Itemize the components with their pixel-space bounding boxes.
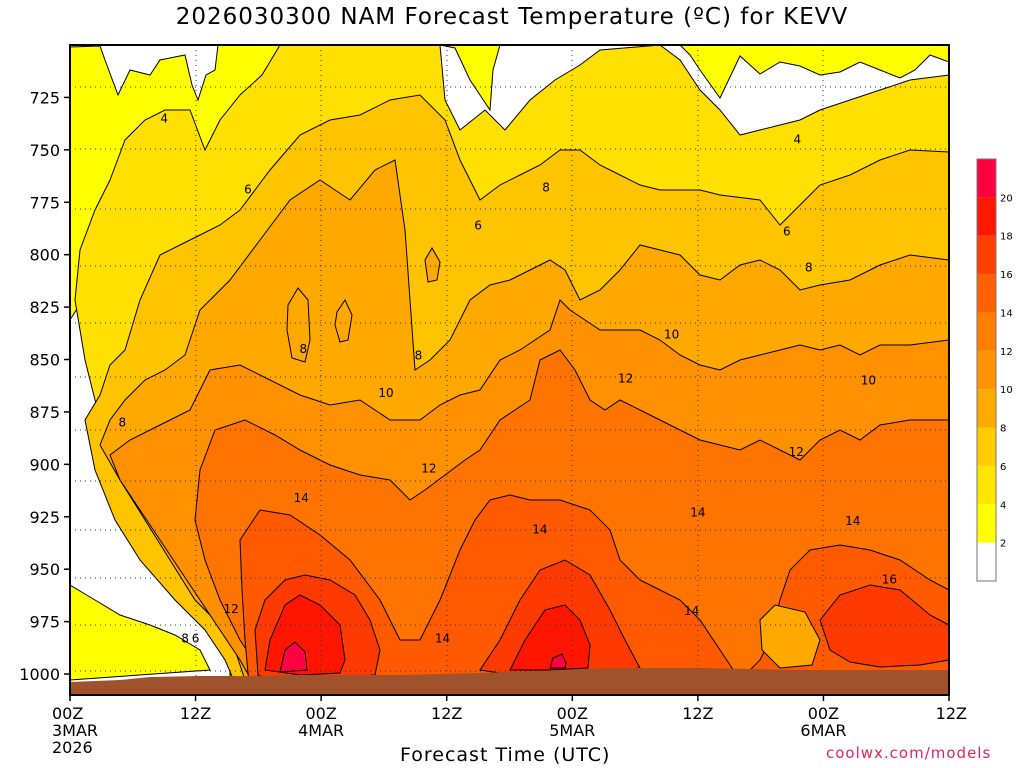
y-tick-label: 825: [29, 298, 60, 317]
y-axis: 725 750 775 800 825 850 875 900 925 950 975 1000: [19, 88, 70, 684]
x-tick-label: 6MAR: [800, 721, 846, 740]
y-tick-label: 800: [29, 246, 60, 265]
isotherm-label: 8: [415, 348, 423, 362]
x-tick-label: 12Z: [180, 704, 211, 723]
x-tick-label: 3MAR: [52, 721, 98, 740]
colorbar-label: 10: [1000, 385, 1013, 396]
ground-surface: [70, 668, 949, 695]
colorbar-swatch: [977, 427, 996, 466]
x-tick-label: 00Z: [52, 704, 83, 723]
plot-area: [70, 45, 949, 695]
isotherm-label: 14: [435, 631, 450, 645]
isotherm-label: 12: [789, 445, 804, 459]
y-tick-label: 875: [29, 403, 60, 422]
plot-frame: [69, 44, 950, 696]
colorbar-label: 12: [1000, 347, 1013, 358]
chart-title: 2026030300 NAM Forecast Temperature (ºC)…: [175, 4, 849, 30]
y-tick-label: 775: [29, 193, 60, 212]
y-tick-label: 900: [29, 455, 60, 474]
x-tick-label: 12Z: [682, 704, 713, 723]
isotherm-label: 10: [861, 373, 876, 387]
source-credit-link[interactable]: coolwx.com/models: [826, 744, 992, 762]
colorbar-label: 20: [1000, 193, 1013, 204]
isotherm-label: 14: [845, 514, 860, 528]
isotherm-label: 10: [664, 327, 679, 341]
x-tick-label: 00Z: [305, 704, 336, 723]
isotherm-label: 12: [421, 462, 436, 476]
y-tick-label: 725: [29, 88, 60, 107]
isotherm-label: 6: [474, 218, 482, 232]
isotherm-label: 16: [882, 573, 897, 587]
contour-blob: [286, 247, 441, 363]
isotherm-label: 4: [160, 111, 168, 125]
y-tick-label: 950: [29, 560, 60, 579]
colorbar-legend: 2 4 6 8 10 12 14 16 18 20: [976, 158, 1013, 582]
grid-lines: [70, 45, 949, 695]
isotherm-label: 8: [119, 415, 127, 429]
isotherm-label: 10: [378, 386, 393, 400]
colorbar-frame: [976, 158, 997, 582]
isotherm-label: 8: [542, 181, 550, 195]
isotherm-label: 4: [793, 132, 801, 146]
y-tick-label: 925: [29, 508, 60, 527]
colorbar-label: 14: [1000, 308, 1013, 319]
isotherm-label: 12: [224, 602, 239, 616]
colorbar-swatch: [977, 197, 996, 236]
isotherm-label: 8: [181, 631, 189, 645]
y-tick-label: 975: [29, 613, 60, 632]
y-tick-label: 1000: [19, 665, 60, 684]
x-tick-label: 00Z: [557, 704, 588, 723]
colorbar-label: 16: [1000, 270, 1013, 281]
colorbar-swatch: [977, 465, 996, 505]
isotherm-label: 12: [618, 371, 633, 385]
x-axis-label: Forecast Time (UTC): [400, 744, 611, 766]
colorbar-label: 2: [1000, 539, 1006, 550]
x-tick-label: 4MAR: [298, 721, 344, 740]
colorbar-label: 8: [1000, 424, 1006, 435]
colorbar-label: 4: [1000, 500, 1006, 511]
colorbar-swatch: [977, 389, 996, 428]
colorbar-label: 18: [1000, 232, 1013, 243]
isotherm-label: 6: [783, 225, 791, 239]
x-tick-label: 00Z: [808, 704, 839, 723]
band-above-20: [279, 641, 567, 673]
isotherm-label: 14: [690, 506, 705, 520]
x-tick-label: 12Z: [936, 704, 967, 723]
colorbar-swatch: [977, 542, 996, 581]
colorbar-swatch: [977, 312, 996, 351]
colorbar-label: 6: [1000, 462, 1006, 473]
colorbar-swatch: [977, 274, 996, 313]
contour-blob: [759, 604, 821, 669]
isotherm-label: 14: [532, 522, 547, 536]
isotherm-label: 8: [805, 260, 813, 274]
colorbar-swatch: [977, 504, 996, 543]
x-tick-label: 5MAR: [549, 721, 595, 740]
isotherm-label: 14: [684, 604, 699, 618]
y-tick-label: 750: [29, 141, 60, 160]
x-tick-label: 2026: [52, 738, 93, 757]
x-tick-label: 12Z: [431, 704, 462, 723]
isotherm-label: 6: [192, 631, 200, 645]
isotherm-label: 6: [244, 183, 252, 197]
colorbar-swatch: [977, 350, 996, 390]
isotherm-label: 8: [300, 342, 308, 356]
colorbar-swatch: [977, 235, 996, 275]
y-tick-label: 850: [29, 351, 60, 370]
isotherm-label: 14: [294, 491, 309, 505]
colorbar-swatch: [977, 159, 996, 198]
